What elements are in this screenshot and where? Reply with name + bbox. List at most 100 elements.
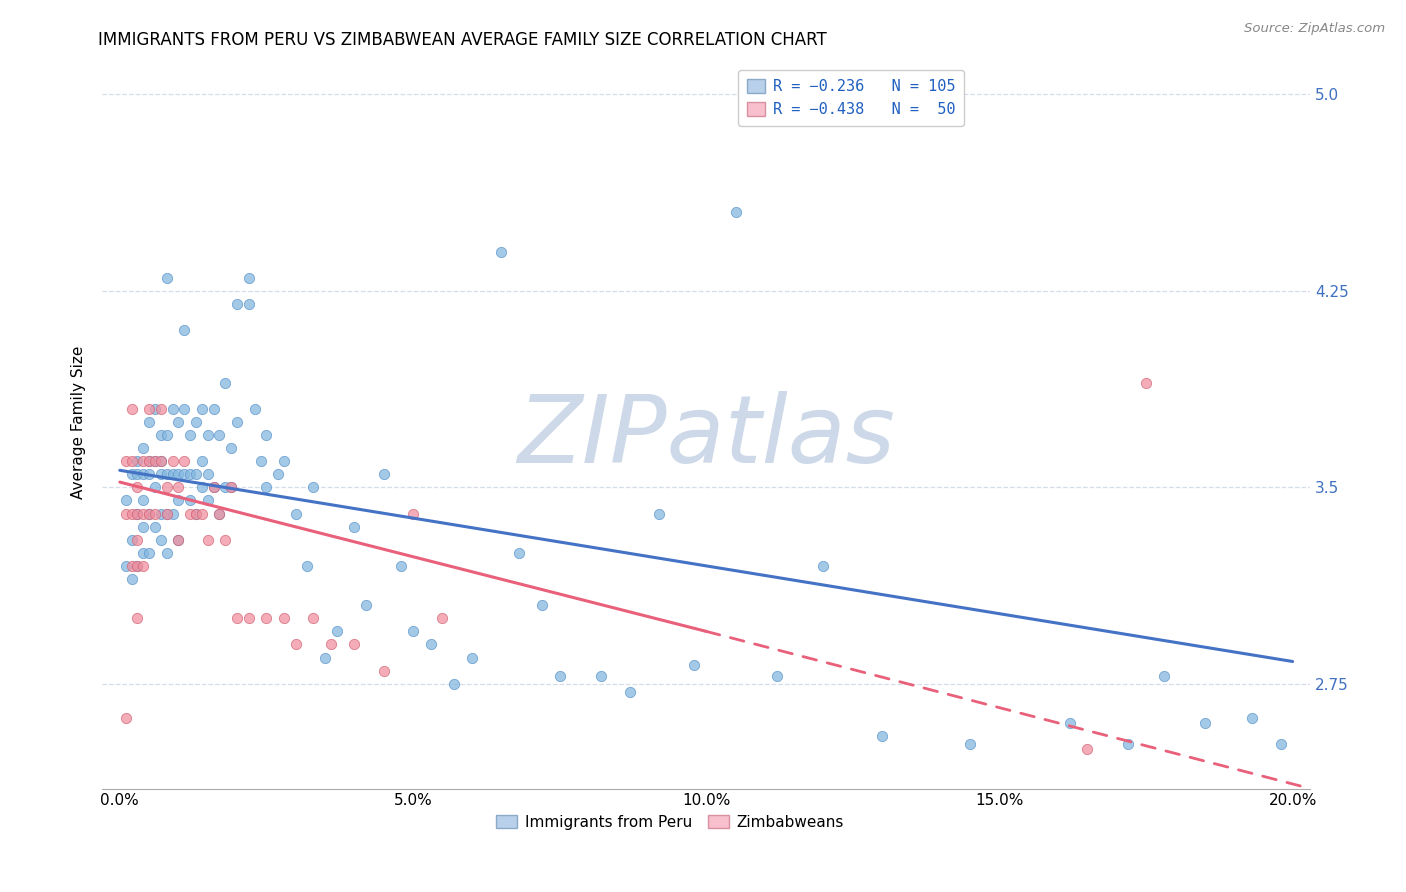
Point [443,677,465,691]
Point [132,493,155,508]
Point [1194,716,1216,731]
Point [254,428,277,442]
Point [162,454,184,468]
Point [121,454,143,468]
Point [648,507,671,521]
Point [284,507,307,521]
Point [419,637,441,651]
Point [238,270,260,285]
Point [191,507,214,521]
Point [167,493,190,508]
Point [202,480,225,494]
Point [179,507,201,521]
Point [138,467,160,482]
Point [1135,376,1157,390]
Point [121,507,143,521]
Point [531,598,554,612]
Point [156,270,179,285]
Point [149,401,172,416]
Point [121,558,143,573]
Text: IMMIGRANTS FROM PERU VS ZIMBABWEAN AVERAGE FAMILY SIZE CORRELATION CHART: IMMIGRANTS FROM PERU VS ZIMBABWEAN AVERA… [98,31,827,49]
Point [173,454,195,468]
Point [226,297,249,311]
Point [143,454,166,468]
Point [138,546,160,560]
Point [197,533,219,547]
Point [243,401,266,416]
Point [508,546,530,560]
Point [548,669,571,683]
Point [1270,737,1292,751]
Point [619,684,641,698]
Point [149,454,172,468]
Point [238,611,260,625]
Text: Source: ZipAtlas.com: Source: ZipAtlas.com [1244,22,1385,36]
Point [249,454,271,468]
Point [132,441,155,455]
Point [959,737,981,751]
Point [127,507,149,521]
Point [589,669,612,683]
Point [813,873,835,888]
Point [197,493,219,508]
Point [127,507,149,521]
Point [162,507,184,521]
Point [219,480,242,494]
Point [143,480,166,494]
Point [184,415,207,429]
Point [138,507,160,521]
Point [132,546,155,560]
Point [254,480,277,494]
Point [127,558,149,573]
Point [149,454,172,468]
Point [226,415,249,429]
Point [197,467,219,482]
Point [254,611,277,625]
Point [162,467,184,482]
Text: ZIPatlas: ZIPatlas [517,391,896,482]
Point [389,558,412,573]
Point [219,441,242,455]
Point [162,401,184,416]
Point [143,401,166,416]
Point [132,558,155,573]
Point [226,611,249,625]
Point [167,480,190,494]
Point [127,467,149,482]
Point [489,244,512,259]
Point [202,480,225,494]
Point [138,401,160,416]
Point [208,507,231,521]
Point [127,454,149,468]
Point [343,637,366,651]
Point [167,533,190,547]
Point [173,401,195,416]
Point [179,467,201,482]
Point [114,711,136,725]
Point [121,467,143,482]
Point [114,507,136,521]
Point [460,650,482,665]
Point [156,480,179,494]
Point [273,454,295,468]
Point [208,428,231,442]
Point [167,467,190,482]
Point [373,664,395,678]
Point [343,519,366,533]
Point [314,650,336,665]
Point [173,323,195,337]
Point [1118,737,1140,751]
Point [143,519,166,533]
Point [138,507,160,521]
Point [156,467,179,482]
Point [432,611,454,625]
Point [214,376,236,390]
Point [127,480,149,494]
Point [870,729,893,743]
Point [127,533,149,547]
Point [284,637,307,651]
Point [173,467,195,482]
Point [208,507,231,521]
Point [319,637,342,651]
Point [373,467,395,482]
